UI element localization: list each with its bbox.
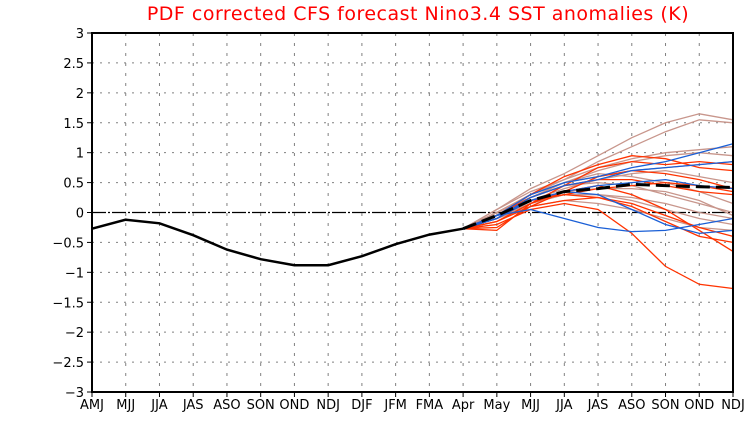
ensemble-mean-line <box>462 182 734 231</box>
y-tick-label: −1 <box>65 266 84 281</box>
y-tick-label: 3 <box>76 27 84 42</box>
x-tick-label: ASO <box>618 398 645 413</box>
x-tick-label: MJJ <box>521 398 540 413</box>
y-tick-label: −1.5 <box>52 296 84 311</box>
observed-line <box>91 218 464 267</box>
x-tick-label: OND <box>684 398 714 413</box>
ensemble-member-line <box>462 181 734 230</box>
x-tick-label: JAS <box>587 398 609 413</box>
y-axis: 3 2.5 2 1.5 1 0.5 0 −0.5 −1 −1.5 −2 −2.5 −3 <box>52 27 92 401</box>
x-tick-label: OND <box>279 398 309 413</box>
plot-frame <box>91 32 734 393</box>
main-lines <box>91 182 734 267</box>
x-tick-label: NDJ <box>316 398 340 413</box>
x-tick-label: JFM <box>383 398 407 413</box>
y-tick-label: −2 <box>65 326 84 341</box>
grid <box>92 33 733 392</box>
x-tick-label: FMA <box>416 398 444 413</box>
ensemble-member-line <box>462 190 734 235</box>
x-axis: AMJ MJJ JJA JAS ASO SON OND NDJ DJF JFM FMA Apr May M… <box>80 392 745 413</box>
x-tick-label: MJJ <box>116 398 135 413</box>
y-tick-label: 0 <box>76 207 84 222</box>
x-tick-label: May <box>483 398 510 413</box>
y-tick-label: −3 <box>65 386 84 401</box>
ensemble-member-line <box>462 172 734 230</box>
ensemble-member-line <box>463 160 734 232</box>
ensemble-member-line <box>462 208 734 233</box>
ensemble-member-line <box>463 202 734 290</box>
y-tick-label: 2.5 <box>63 57 84 72</box>
ensemble-members <box>462 113 734 290</box>
x-tick-label: NDJ <box>721 398 745 413</box>
x-tick-label: DJF <box>351 398 372 413</box>
x-tick-label: Apr <box>452 398 475 413</box>
x-tick-label: JJA <box>150 398 167 413</box>
ensemble-member-line <box>462 143 734 230</box>
ensemble-member-line <box>462 113 734 230</box>
ensemble-member-line <box>462 199 734 232</box>
x-tick-label: SON <box>651 398 679 413</box>
y-tick-label: 1 <box>76 147 84 162</box>
x-tick-label: ASO <box>213 398 240 413</box>
x-tick-label: AMJ <box>80 398 104 413</box>
x-tick-label: JJA <box>555 398 572 413</box>
chart-title: PDF corrected CFS forecast Nino3.4 SST a… <box>147 3 689 25</box>
y-tick-label: 0.5 <box>63 177 84 192</box>
y-tick-label: −0.5 <box>52 236 84 251</box>
y-tick-label: 1.5 <box>63 117 84 132</box>
x-tick-label: JAS <box>182 398 204 413</box>
y-tick-label: −2.5 <box>52 356 84 371</box>
x-tick-label: SON <box>247 398 275 413</box>
y-tick-label: 2 <box>76 87 84 102</box>
